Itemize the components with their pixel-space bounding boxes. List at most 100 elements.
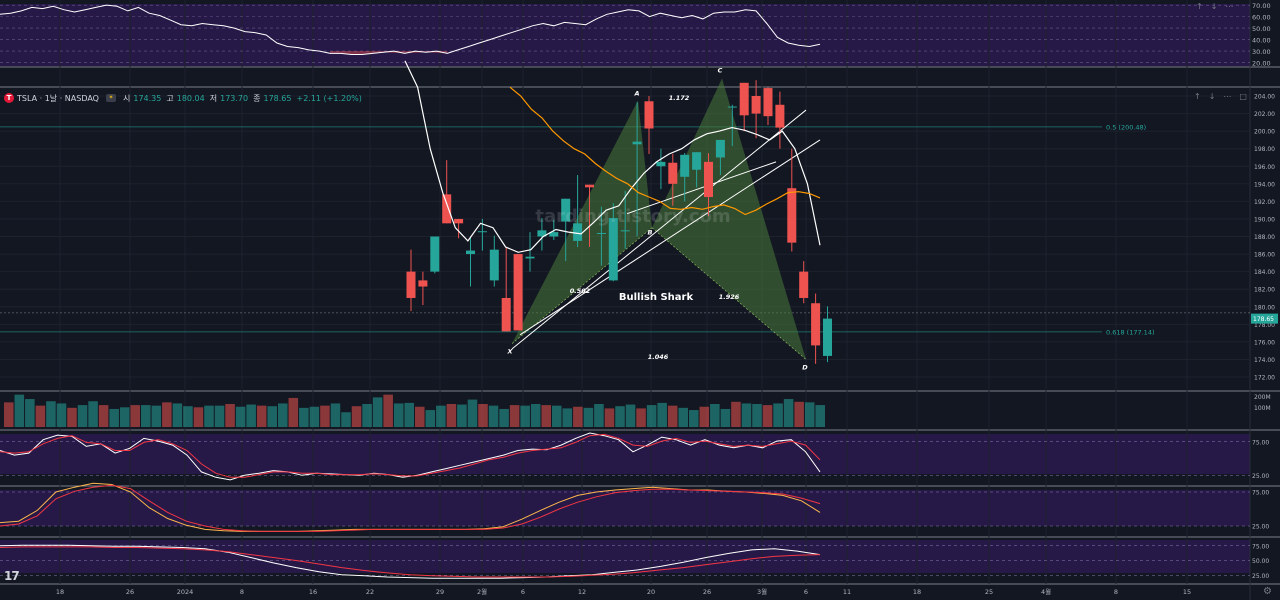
volume-axis-tick: 200M: [1254, 394, 1271, 401]
pattern-ratio-label: 1.046: [648, 353, 669, 361]
volume-bar: [794, 401, 804, 427]
volume-bar: [46, 401, 56, 427]
volume-bar: [520, 405, 530, 427]
volume-bar: [162, 402, 172, 427]
x-axis-tick: 20: [647, 588, 655, 596]
volume-bar: [425, 410, 436, 427]
fib-level-label: 0.5 (200.48): [1106, 123, 1146, 131]
candle-body: [501, 297, 511, 332]
volume-bar: [14, 394, 25, 427]
x-axis-tick: 6: [804, 588, 808, 596]
candle-body: [549, 232, 559, 237]
x-axis-tick: 18: [56, 588, 64, 596]
last-price-value: 178.65: [1253, 316, 1274, 323]
move-down-icon[interactable]: ↓: [1208, 92, 1216, 101]
volume-bar: [183, 406, 193, 427]
candle-body: [489, 249, 499, 281]
volume-bar: [35, 405, 46, 427]
tradingview-logo-icon[interactable]: 17: [4, 569, 20, 583]
price-axis-tick: 172.00: [1254, 375, 1275, 382]
gear-icon[interactable]: ⚙: [1263, 586, 1272, 597]
volume-bar: [625, 404, 636, 427]
price-axis-tick: 198.00: [1254, 146, 1275, 153]
volume-bar: [77, 405, 88, 427]
volume-bar: [141, 405, 151, 427]
pattern-point-C: C: [718, 66, 723, 74]
volume-bar: [288, 397, 299, 427]
pattern-bcd-triangle: [652, 78, 806, 360]
volume-bar: [341, 412, 351, 427]
volume-bar: [67, 407, 77, 427]
stoch3-axis-tick: 25.00: [1252, 573, 1269, 580]
top-axis-tick: 50.00: [1252, 25, 1271, 33]
price-axis-tick: 190.00: [1254, 216, 1275, 223]
volume-bar: [478, 404, 488, 427]
candle-body: [787, 188, 797, 243]
ma-orange-line: [509, 86, 821, 216]
volume-bar: [573, 406, 583, 427]
last-price-tag: [1251, 313, 1278, 324]
x-axis-tick: 3월: [757, 587, 767, 596]
candle-body: [585, 184, 594, 188]
pattern-ratio-label: 0.502: [570, 287, 591, 295]
top-axis-tick: 30.00: [1252, 48, 1271, 56]
oversold-fill: [330, 51, 448, 55]
pattern-point-B: B: [648, 229, 653, 237]
pattern-bd-line: [651, 227, 807, 360]
candle-body: [466, 250, 475, 255]
candle-body: [454, 218, 464, 224]
volume-bar: [246, 404, 256, 427]
top-axis-tick: 20.00: [1252, 60, 1271, 68]
x-axis-tick: 15: [1183, 588, 1191, 596]
symbol-label[interactable]: TSLA · 1날 · NASDAQ: [17, 93, 99, 103]
x-axis-tick: 8: [1114, 588, 1118, 596]
x-axis-tick: 11: [843, 588, 851, 596]
volume-bar: [457, 404, 467, 427]
close-label: 종: [253, 93, 261, 103]
watermark-text: tarding.tistory.com: [535, 206, 730, 227]
pattern-point-X: X: [506, 348, 513, 356]
candle-body: [704, 161, 713, 197]
move-up-icon[interactable]: ↑: [1196, 2, 1203, 11]
high-label: 고: [166, 93, 174, 103]
candle-body: [573, 223, 583, 241]
more-icon[interactable]: ⋯: [1223, 92, 1232, 101]
x-axis-tick: 6: [521, 588, 525, 596]
top-axis-tick: 70.00: [1252, 2, 1271, 10]
stoch1-panel-bg: [0, 434, 1250, 474]
x-axis-tick: 12: [578, 588, 586, 596]
volume-bar: [720, 408, 731, 427]
volume-bar: [552, 405, 562, 427]
move-down-icon[interactable]: ↓: [1210, 2, 1218, 11]
more-icon[interactable]: ⋯: [1225, 2, 1234, 11]
x-axis-tick: 4월: [1041, 587, 1051, 596]
volume-bar: [172, 403, 183, 427]
volume-bar: [4, 402, 14, 427]
volume-bar: [225, 404, 235, 427]
volume-bar: [583, 407, 594, 427]
stoch3-panel-bg: [0, 540, 1250, 573]
stoch2-axis-tick: 75.00: [1252, 490, 1269, 497]
candle-body: [596, 232, 606, 234]
candle-body: [418, 280, 428, 287]
pattern-name-label: Bullish Shark: [619, 292, 694, 303]
maximize-icon[interactable]: □: [1239, 92, 1247, 101]
volume-bar: [667, 405, 678, 427]
volume-bar: [383, 394, 393, 427]
volume-bar: [562, 408, 573, 427]
volume-bar: [499, 408, 509, 427]
candle-body: [751, 96, 761, 114]
price-axis-tick: 188.00: [1254, 234, 1275, 241]
candle-body: [406, 271, 416, 298]
volume-bar: [25, 399, 35, 427]
volume-bar: [446, 404, 457, 427]
move-up-icon[interactable]: ↑: [1194, 92, 1201, 101]
volume-bar: [278, 403, 288, 427]
volume-bar: [646, 405, 657, 427]
volume-bar: [594, 404, 604, 427]
candle-body: [525, 256, 535, 259]
stoch2-axis-tick: 25.00: [1252, 524, 1269, 531]
price-axis-tick: 192.00: [1254, 199, 1275, 206]
volume-bar: [404, 402, 414, 427]
